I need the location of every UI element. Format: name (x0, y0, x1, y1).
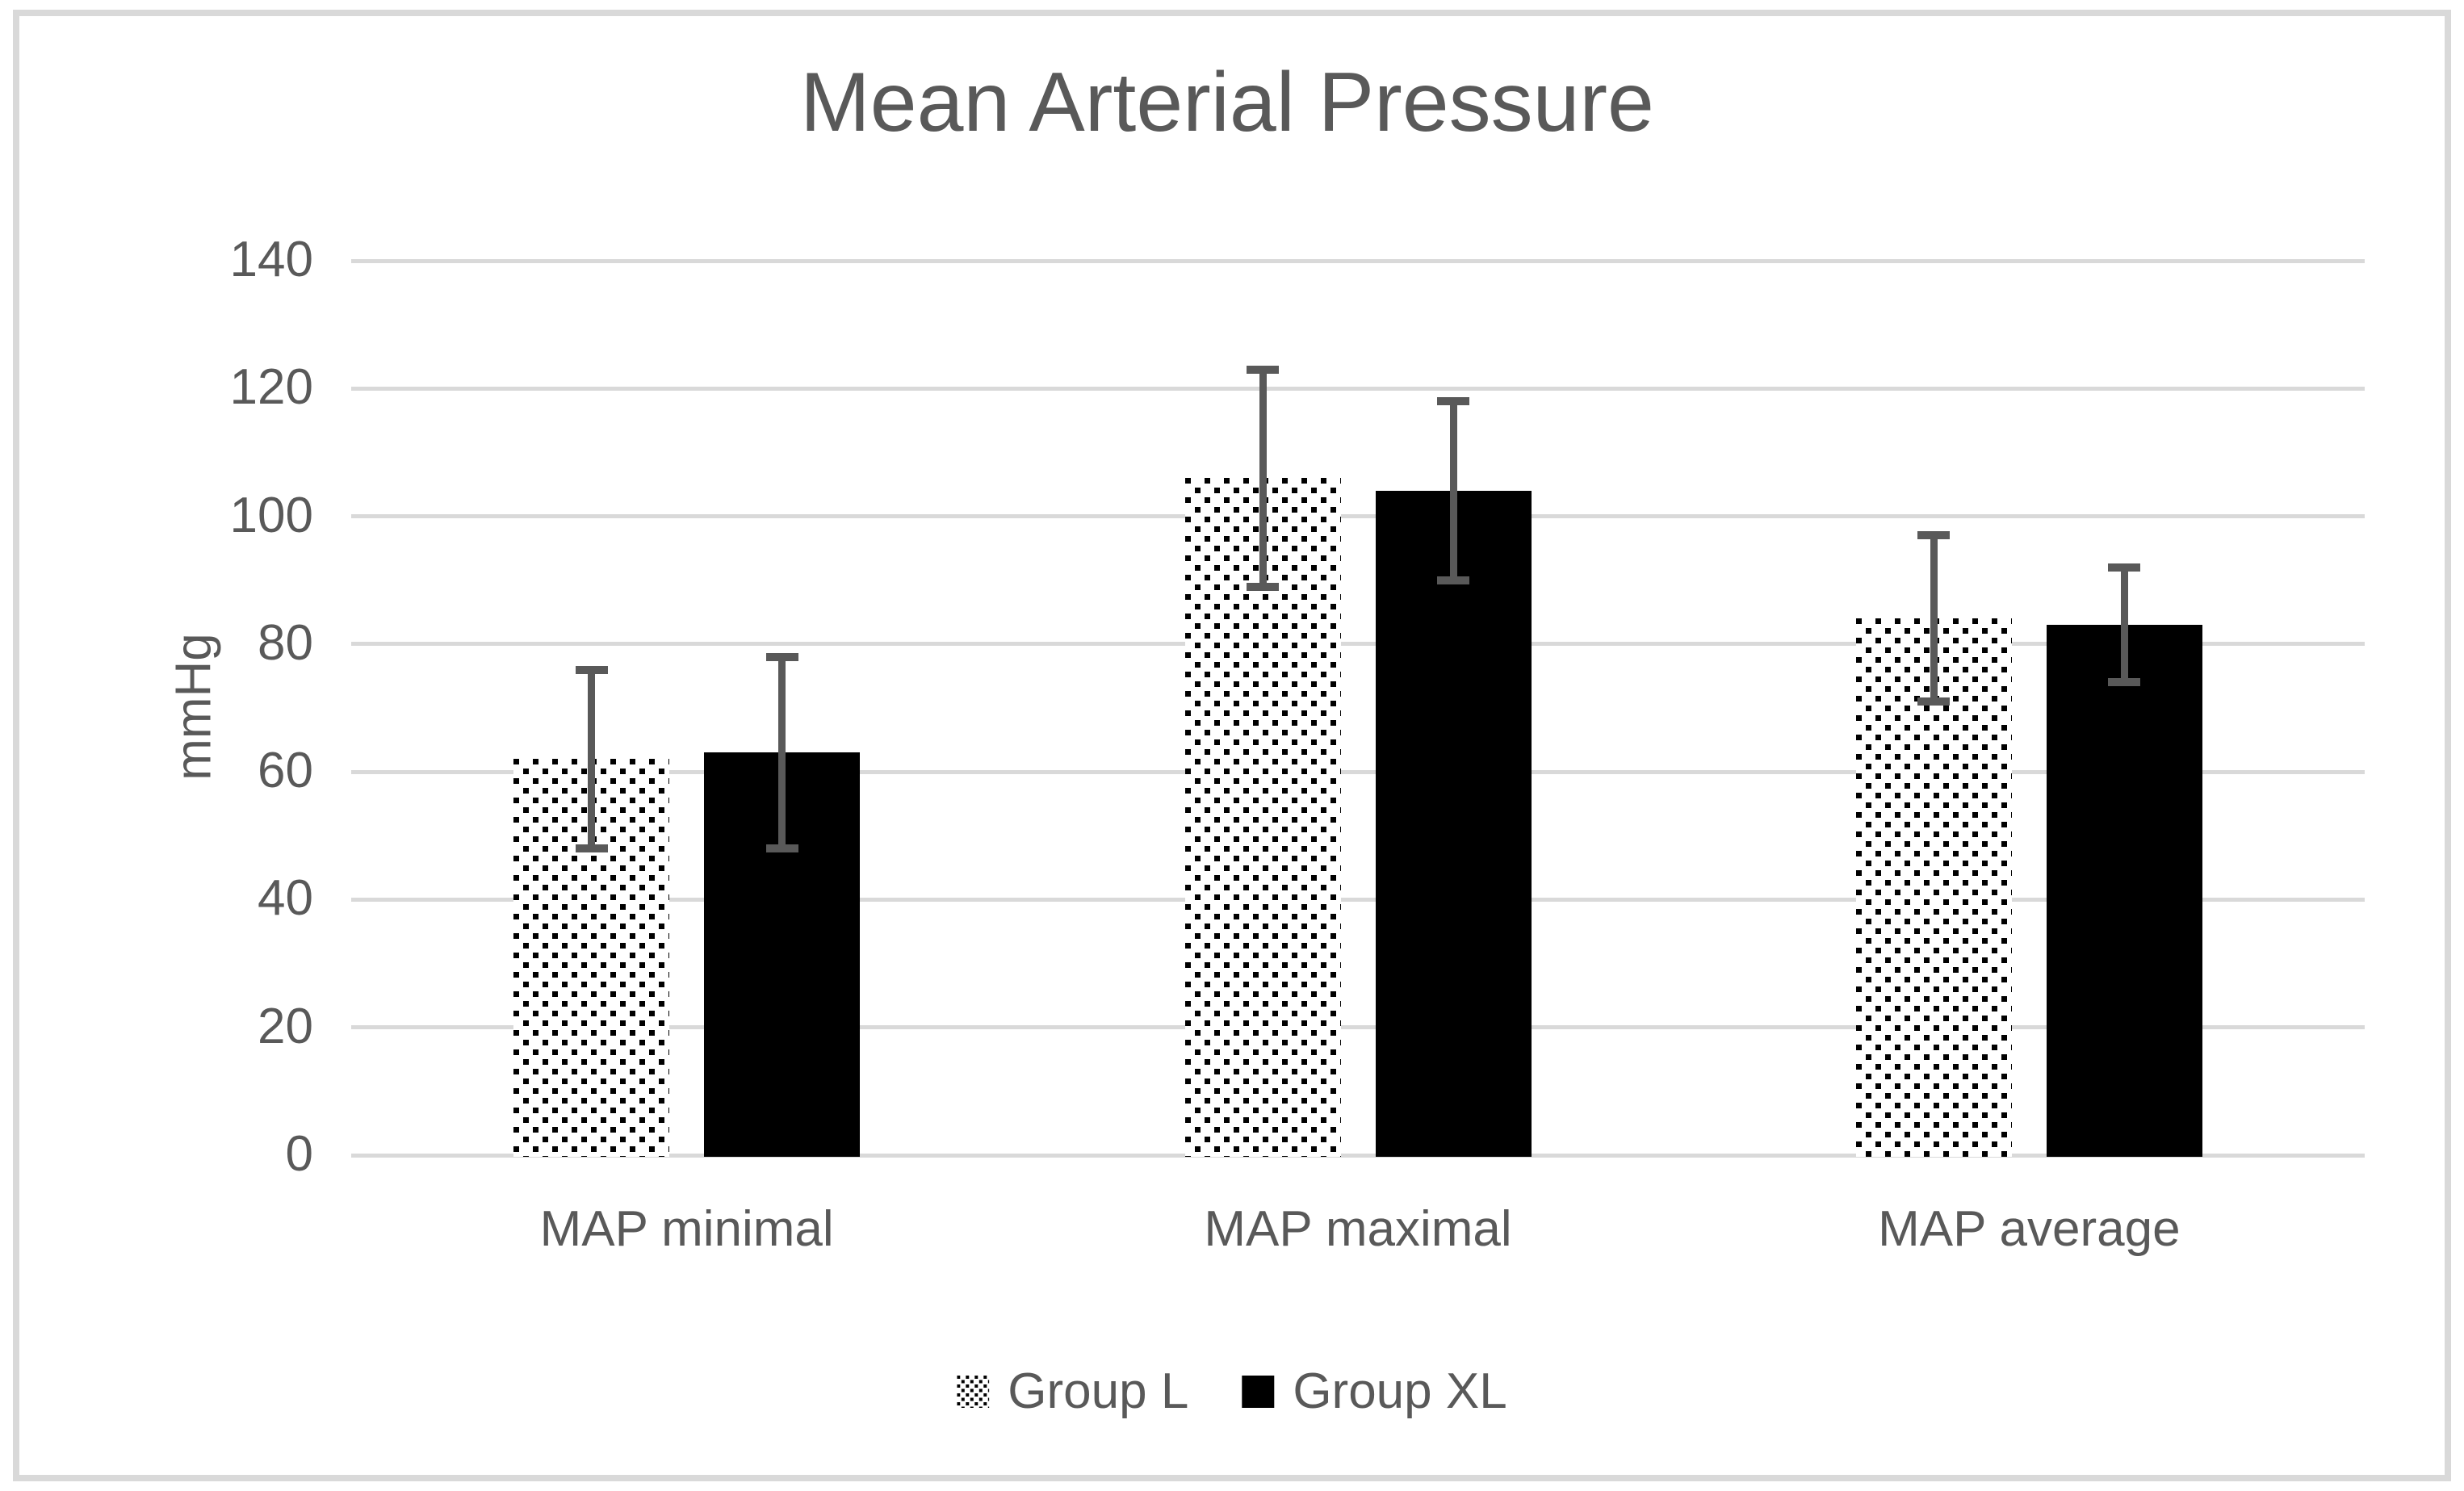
y-tick-label-40: 40 (258, 870, 313, 927)
error-bar-line-0-1 (1259, 369, 1267, 587)
gridline-80 (351, 642, 2365, 647)
legend-label: Group XL (1293, 1363, 1507, 1419)
error-bar-line-1-2 (2120, 567, 2128, 683)
legend-swatch-solid (1242, 1375, 1275, 1408)
legend-label: Group L (1008, 1363, 1189, 1419)
error-bar-line-0-2 (1930, 535, 1938, 702)
legend-item-group-xl: Group XL (1242, 1363, 1507, 1420)
x-category-label-1: MAP maximal (1204, 1201, 1512, 1257)
y-tick-label-0: 0 (285, 1126, 313, 1182)
error-bar-cap-high-1-0 (765, 652, 798, 661)
x-category-label-2: MAP average (1878, 1201, 2181, 1257)
error-bar-cap-high-0-2 (1917, 531, 1951, 540)
error-bar-cap-high-1-2 (2108, 563, 2141, 572)
y-tick-label-140: 140 (229, 232, 313, 287)
bar-group-xl-1 (1375, 490, 1532, 1157)
gridline-60 (351, 769, 2365, 774)
gridline-0 (351, 1153, 2365, 1158)
error-bar-cap-high-0-1 (1247, 365, 1279, 374)
bar-group-l-2 (1855, 618, 2012, 1158)
y-tick-label-120: 120 (229, 359, 313, 416)
error-bar-cap-high-1-1 (1437, 397, 1469, 406)
bar-group-l-1 (1184, 478, 1341, 1158)
y-tick-label-100: 100 (229, 487, 313, 543)
error-bar-line-1-1 (1449, 401, 1457, 580)
gridline-40 (351, 897, 2365, 902)
gridline-120 (351, 386, 2365, 391)
y-tick-label-60: 60 (258, 743, 313, 799)
error-bar-line-1-0 (778, 656, 786, 849)
error-bar-cap-high-0-0 (575, 665, 608, 674)
gridline-100 (351, 514, 2365, 519)
chart-title: Mean Arterial Pressure (800, 56, 1654, 149)
y-tick-label-80: 80 (258, 614, 313, 671)
legend-swatch-dotted (957, 1375, 990, 1408)
error-bar-cap-low-0-2 (1917, 697, 1951, 706)
gridline-20 (351, 1025, 2365, 1030)
y-tick-label-20: 20 (258, 998, 313, 1054)
gridline-140 (351, 258, 2365, 263)
error-bar-cap-low-1-1 (1437, 576, 1469, 584)
bar-group-xl-2 (2046, 625, 2202, 1157)
error-bar-cap-low-0-0 (575, 844, 608, 853)
error-bar-line-0-0 (588, 669, 596, 849)
error-bar-cap-low-0-1 (1247, 582, 1279, 591)
legend: Group L Group XL (957, 1363, 1507, 1420)
error-bar-cap-low-1-0 (765, 844, 798, 853)
x-category-label-0: MAP minimal (539, 1201, 834, 1257)
legend-item-group-l: Group L (957, 1363, 1188, 1420)
error-bar-cap-low-1-2 (2108, 678, 2141, 687)
